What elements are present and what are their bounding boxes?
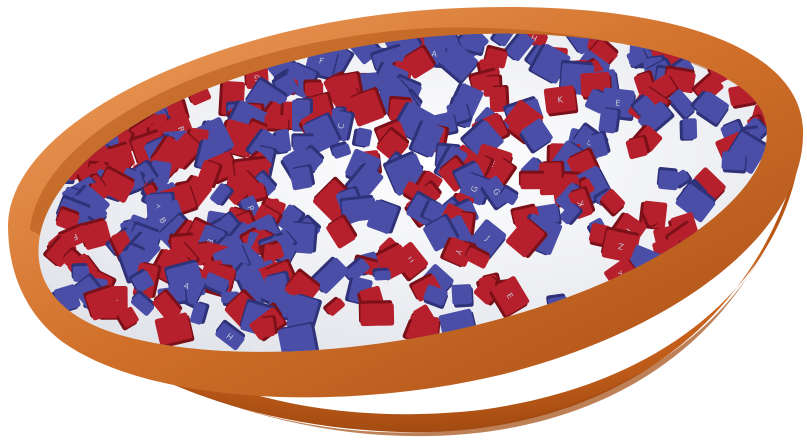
keycap-letter: R [176, 125, 187, 134]
bowl-inner-lip [30, 27, 765, 235]
blue-keycap [289, 164, 315, 191]
red-keycap [326, 214, 358, 249]
keycap-letter: A [431, 49, 438, 58]
red-keycap [116, 306, 139, 331]
red-keycap: H [519, 32, 548, 49]
blue-keycap [366, 199, 402, 234]
red-keycap [489, 85, 510, 113]
keycap-letter: A [182, 281, 191, 292]
keycap-letter: K [557, 95, 564, 105]
keycap-letter: G [469, 185, 480, 194]
blue-keycap [339, 194, 377, 223]
keycap-letter: H [225, 331, 235, 342]
keycap-letter: U [405, 255, 416, 265]
blue-keycap [408, 120, 444, 158]
red-keycap [43, 235, 77, 267]
blue-keycap [351, 127, 373, 148]
red-keycap [641, 206, 660, 229]
blue-keycap [721, 151, 747, 174]
blue-keycap [204, 272, 230, 297]
red-keycap [402, 318, 425, 342]
red-keycap [258, 315, 278, 338]
keycap-letter: Y [453, 247, 464, 256]
blue-keycap [277, 321, 320, 352]
red-keycap [518, 170, 546, 190]
keycap-letter: R [245, 204, 256, 213]
blue-keycap [438, 42, 479, 84]
red-keycap [303, 79, 324, 97]
blue-keycap [598, 107, 621, 134]
red-keycap: Z [600, 226, 640, 264]
keycap-letter: C [336, 122, 346, 130]
red-keycap: E [489, 276, 530, 319]
blue-keycap [451, 284, 474, 308]
red-keycap [505, 218, 548, 258]
blue-keycap [559, 202, 583, 225]
blue-keycap [129, 268, 154, 293]
keycap-letter: Z [617, 241, 625, 251]
red-keycap: K [543, 85, 579, 117]
blue-keycap [675, 180, 716, 223]
blue-keycap [342, 257, 370, 282]
red-keycap [323, 296, 345, 316]
blue-keycap: H [215, 319, 246, 351]
red-keycap [154, 312, 195, 348]
blue-keycap [275, 204, 306, 233]
red-keycap [83, 284, 120, 321]
red-keycap [358, 300, 395, 327]
red-keycap [97, 165, 135, 203]
red-keycap [152, 289, 183, 322]
blue-keycap [189, 301, 210, 325]
blue-keycap [130, 290, 155, 316]
blue-keycap [210, 183, 234, 206]
keycap-letter: E [505, 291, 515, 300]
blue-keycap [679, 118, 698, 141]
keycap-letter: F [71, 232, 79, 242]
red-keycap [625, 134, 651, 160]
keycap-letter: F [318, 56, 325, 66]
blue-keycap [291, 133, 316, 151]
blue-keycap [667, 89, 696, 121]
blue-keycap [503, 33, 534, 62]
keycap-letter: B [205, 238, 215, 247]
blue-keycap [656, 166, 679, 191]
keycap-letter: H [530, 32, 539, 43]
keycap-letter: G [254, 73, 261, 82]
red-keycap [599, 188, 626, 217]
blue-keycap [372, 267, 391, 281]
keycap-letter: J [483, 233, 491, 242]
blue-keycap [286, 293, 322, 333]
keyboard-keys-cereal: HAMRFHHGEZKEHCZRHHBNGJBYAMKEUZGCGGEKYRHF… [43, 32, 767, 352]
red-keycap [693, 167, 726, 202]
keycap-letter: G [491, 187, 502, 197]
red-keycap [423, 180, 442, 202]
red-keycap [464, 244, 490, 269]
blue-keycap [519, 118, 553, 154]
red-keycap [264, 114, 290, 133]
keycap-letter: Y [616, 269, 626, 280]
blue-keycap [499, 184, 519, 205]
red-keycap [348, 86, 387, 127]
blue-keycap [490, 33, 518, 47]
keycap-letter: B [157, 216, 168, 226]
keycap-letter: E [615, 98, 621, 108]
blue-keycap [329, 141, 352, 159]
blue-keycap [696, 91, 729, 127]
keycap-letter: K [576, 199, 587, 208]
blue-keycap [463, 38, 485, 56]
blue-keycap [423, 284, 448, 309]
blue-keycap [588, 130, 611, 158]
